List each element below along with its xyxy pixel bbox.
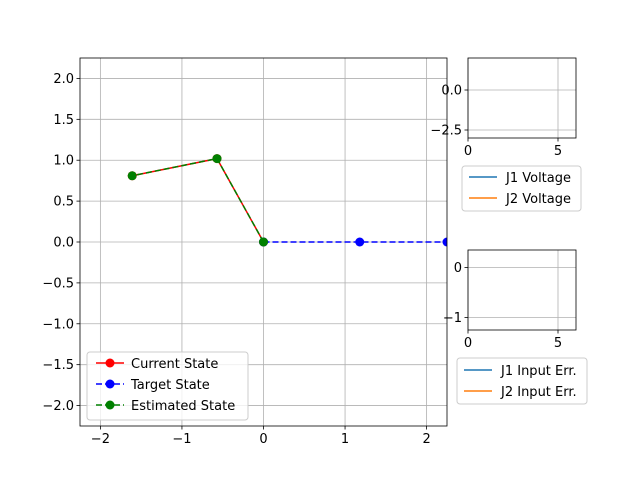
- legend-label-j1-input-err: J1 Input Err.: [500, 364, 577, 379]
- voltage-axes-frame: [467, 57, 577, 139]
- x-tick-label: 0: [259, 432, 267, 447]
- main-state-plot: −2 −1 0 1 2 2.0 1.5 1.0 0.5 0.0 −0.5 −1.0 −1.5 −2.0 C…: [42, 57, 448, 447]
- input-error-legend: J1 Input Err. J2 Input Err.: [456, 357, 588, 405]
- y-tick-label: −1: [443, 311, 462, 326]
- legend-label-current-state: Current State: [131, 357, 218, 372]
- y-tick-label: 2.0: [53, 72, 74, 87]
- x-tick-label: 2: [422, 432, 430, 447]
- main-series-lines: [127, 154, 447, 247]
- data-point: [212, 154, 222, 164]
- main-legend: Current State Target State Estimated Sta…: [86, 351, 249, 421]
- y-tick-label: 0.5: [53, 195, 74, 210]
- legend-label-j2-voltage: J2 Voltage: [505, 192, 571, 207]
- legend-entry-j2-input-err: J2 Input Err.: [464, 385, 577, 400]
- y-tick-label: 1.0: [53, 154, 74, 169]
- legend-entry-current-state: Current State: [96, 357, 218, 372]
- legend-entry-estimated-state: Estimated State: [96, 399, 235, 414]
- legend-label-estimated-state: Estimated State: [131, 399, 235, 414]
- input-error-axes-frame: [467, 249, 577, 331]
- legend-entry-j1-voltage: J1 Voltage: [469, 171, 571, 186]
- x-tick-label: −2: [91, 432, 110, 447]
- y-tick-label: 0.0: [53, 236, 74, 251]
- legend-entry-target-state: Target State: [96, 378, 210, 393]
- voltage-gridlines: [467, 58, 576, 138]
- data-point: [442, 237, 447, 247]
- input-error-tick-labels: 0 50−1: [443, 261, 562, 351]
- series-current-state: [127, 154, 268, 247]
- input-error-plot: 0 50−1 J1 Input Err. J2 Input Err.: [443, 249, 588, 405]
- legend-entry-j2-voltage: J2 Voltage: [469, 192, 571, 207]
- voltage-legend: J1 Voltage J2 Voltage: [461, 165, 582, 212]
- x-tick-label: 0: [464, 336, 472, 351]
- legend-label-j1-voltage: J1 Voltage: [505, 171, 571, 186]
- voltage-plot: 0 5 0.0 −2.5 J1 Voltage J2 Voltage: [430, 57, 582, 212]
- y-tick-label: −2.0: [42, 399, 74, 414]
- data-point: [259, 237, 268, 247]
- y-tick-label: −2.5: [430, 124, 462, 139]
- data-point: [355, 237, 365, 247]
- x-tick-label: 5: [554, 336, 562, 351]
- main-tick-labels: −2 −1 0 1 2 2.0 1.5 1.0 0.5 0.0 −0.5 −1.0 −1.5 −2.0: [42, 72, 430, 447]
- legend-entry-j1-input-err: J1 Input Err.: [464, 364, 577, 379]
- legend-label-j2-input-err: J2 Input Err.: [500, 385, 577, 400]
- x-tick-label: −1: [172, 432, 191, 447]
- y-tick-label: 0: [454, 261, 462, 276]
- x-tick-label: 1: [341, 432, 349, 447]
- y-tick-label: −1.5: [42, 358, 74, 373]
- data-point: [127, 171, 137, 181]
- series-estimated-state: [127, 154, 268, 247]
- x-tick-label: 0: [464, 144, 472, 159]
- y-tick-label: −1.0: [42, 317, 74, 332]
- y-tick-label: 1.5: [53, 113, 74, 128]
- x-tick-label: 5: [554, 144, 562, 159]
- y-tick-label: −0.5: [42, 276, 74, 291]
- series-line: [132, 157, 265, 243]
- voltage-tick-labels: 0 5 0.0 −2.5: [430, 84, 562, 160]
- main-axes-frame: [79, 57, 448, 427]
- input-error-gridlines: [467, 250, 576, 330]
- y-tick-label: 0.0: [441, 84, 462, 99]
- legend-label-target-state: Target State: [130, 378, 210, 393]
